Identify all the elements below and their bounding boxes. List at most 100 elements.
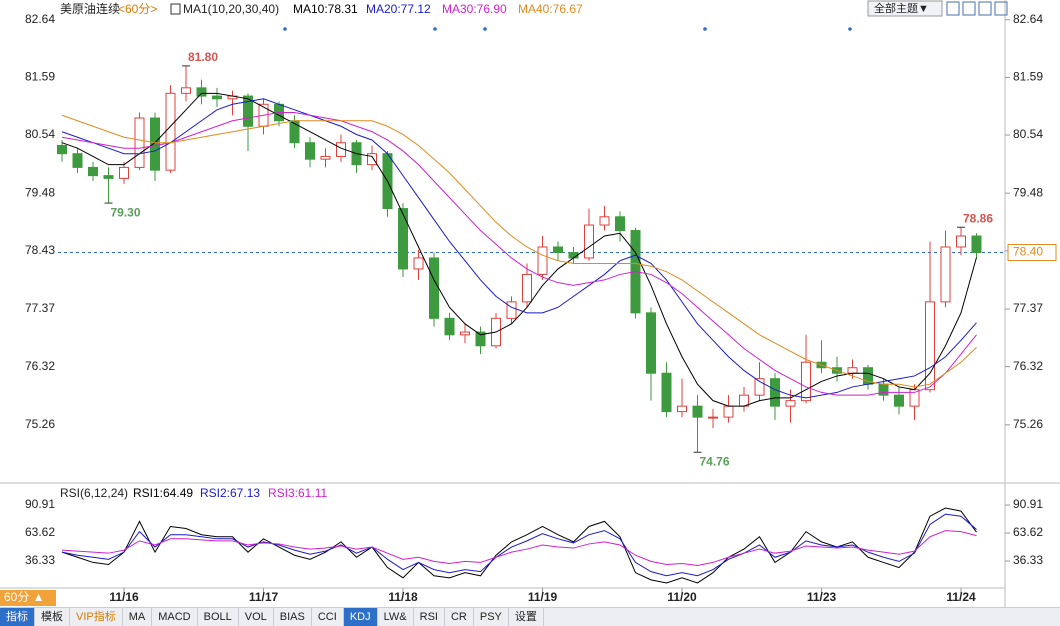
right-tick-label: 82.64 bbox=[1013, 12, 1043, 26]
tab[interactable]: 模板 bbox=[35, 608, 70, 626]
left-tick-label: 76.32 bbox=[25, 359, 55, 373]
line bbox=[61, 513, 977, 577]
line bbox=[61, 530, 977, 567]
left-tick-label: 36.33 bbox=[25, 553, 55, 567]
tab[interactable]: BIAS bbox=[274, 608, 312, 626]
annotation-label: 81.80 bbox=[188, 50, 218, 64]
candle-body bbox=[925, 301, 935, 391]
right-tick-label: 77.37 bbox=[1013, 301, 1043, 315]
left-tick-label: 90.91 bbox=[25, 497, 55, 511]
rsi-title: RSI(6,12,24) bbox=[60, 486, 128, 500]
tab[interactable]: MA bbox=[123, 608, 153, 626]
candle-body bbox=[181, 87, 191, 94]
candle-body bbox=[894, 394, 904, 407]
annotation-label: 78.86 bbox=[963, 211, 993, 225]
x-tick-label: 11/17 bbox=[249, 590, 279, 604]
candle-body bbox=[196, 87, 207, 97]
tab[interactable]: CR bbox=[445, 608, 474, 626]
tab[interactable]: VIP指标 bbox=[70, 608, 123, 626]
candle-body bbox=[754, 378, 765, 396]
theme-button-label[interactable]: 全部主题▼ bbox=[874, 1, 929, 15]
candle-body bbox=[506, 301, 517, 319]
candle-body bbox=[429, 257, 439, 319]
tab[interactable]: 设置 bbox=[509, 608, 544, 626]
candle-body bbox=[150, 117, 160, 171]
candle-body bbox=[677, 405, 687, 413]
period-button-label[interactable]: 60分 ▲ bbox=[4, 590, 45, 604]
candle-body bbox=[475, 331, 486, 347]
candle-body bbox=[847, 367, 858, 374]
candle-body bbox=[522, 273, 532, 303]
candle-body bbox=[615, 216, 625, 232]
annotation-label: 79.30 bbox=[111, 205, 141, 219]
period[interactable]: <60分> bbox=[118, 2, 157, 16]
x-tick-label: 11/18 bbox=[388, 590, 418, 604]
left-tick-label: 78.43 bbox=[25, 243, 55, 257]
candle-body bbox=[599, 216, 610, 226]
theme-button[interactable] bbox=[867, 0, 943, 17]
tab[interactable]: RSI bbox=[414, 608, 445, 626]
right-tick-label: 79.48 bbox=[1013, 185, 1043, 199]
x-tick-label: 11/23 bbox=[807, 590, 837, 604]
line bbox=[61, 112, 977, 396]
x-tick-label: 11/19 bbox=[528, 590, 558, 604]
candle-body bbox=[413, 257, 424, 270]
tab[interactable]: KDJ bbox=[343, 608, 378, 626]
indicator-icon[interactable] bbox=[170, 3, 181, 15]
candle-body bbox=[692, 405, 703, 418]
candle-body bbox=[444, 317, 455, 336]
right-tick-label: 63.62 bbox=[1013, 525, 1043, 539]
line bbox=[61, 92, 977, 407]
tab[interactable]: 指标 bbox=[0, 608, 35, 626]
ma-title: MA1(10,20,30,40) bbox=[183, 2, 279, 16]
legend-entry: MA30:76.90 bbox=[442, 2, 507, 16]
toolbar-icons[interactable] bbox=[946, 1, 1008, 16]
candle-body bbox=[956, 235, 966, 248]
last-price-label: 78.40 bbox=[1013, 245, 1043, 259]
tab[interactable]: BOLL bbox=[198, 608, 239, 626]
legend-entry: RSI1:64.49 bbox=[133, 486, 193, 500]
candle-body bbox=[103, 175, 114, 179]
candle-body bbox=[723, 405, 734, 418]
left-tick-label: 63.62 bbox=[25, 525, 55, 539]
tab[interactable]: LW& bbox=[378, 608, 414, 626]
candle-body bbox=[878, 383, 889, 396]
candle-body bbox=[646, 312, 656, 374]
last-price-box bbox=[1007, 243, 1057, 261]
candle-body bbox=[88, 166, 98, 177]
legend-entry: MA10:78.31 bbox=[293, 2, 358, 16]
event-markers[interactable] bbox=[283, 27, 852, 31]
candle-body bbox=[553, 246, 563, 253]
left-tick-label: 80.54 bbox=[25, 127, 55, 141]
tab[interactable]: PSY bbox=[474, 608, 509, 626]
tab[interactable]: CCI bbox=[312, 608, 344, 626]
right-tick-label: 81.59 bbox=[1013, 70, 1043, 84]
chart: 美原油连续 <60分> MA1(10,20,30,40) 全部主题▼ RSI(6… bbox=[0, 0, 1060, 607]
candle-body bbox=[785, 400, 796, 407]
x-tick-label: 11/16 bbox=[109, 590, 139, 604]
line bbox=[61, 507, 977, 584]
right-tick-label: 76.32 bbox=[1013, 359, 1043, 373]
candle-body bbox=[770, 378, 780, 407]
right-tick-label: 75.26 bbox=[1013, 417, 1043, 431]
candle-body bbox=[708, 416, 718, 419]
candle-body bbox=[119, 166, 129, 179]
period-button[interactable] bbox=[0, 590, 56, 606]
candle-body bbox=[367, 153, 377, 166]
candle-body bbox=[537, 246, 548, 275]
tab-bar: 指标 模板 VIP指标 MA MACD BOLL VOL BIAS CCI KDJ LW& RSI CR… bbox=[0, 607, 1060, 626]
candle-body bbox=[661, 372, 672, 413]
candle-body bbox=[320, 155, 331, 160]
left-tick-label: 81.59 bbox=[25, 70, 55, 84]
right-tick-label: 80.54 bbox=[1013, 127, 1043, 141]
candle-body bbox=[212, 95, 222, 100]
candle-body bbox=[243, 95, 253, 127]
legend-entry: MA20:77.12 bbox=[366, 2, 431, 16]
candle-body bbox=[971, 235, 982, 253]
annotation-label: 74.76 bbox=[700, 454, 730, 468]
tab[interactable]: VOL bbox=[239, 608, 274, 626]
left-tick-label: 77.37 bbox=[25, 301, 55, 315]
legend-entry: RSI3:61.11 bbox=[268, 486, 327, 500]
tab[interactable]: MACD bbox=[152, 608, 198, 626]
